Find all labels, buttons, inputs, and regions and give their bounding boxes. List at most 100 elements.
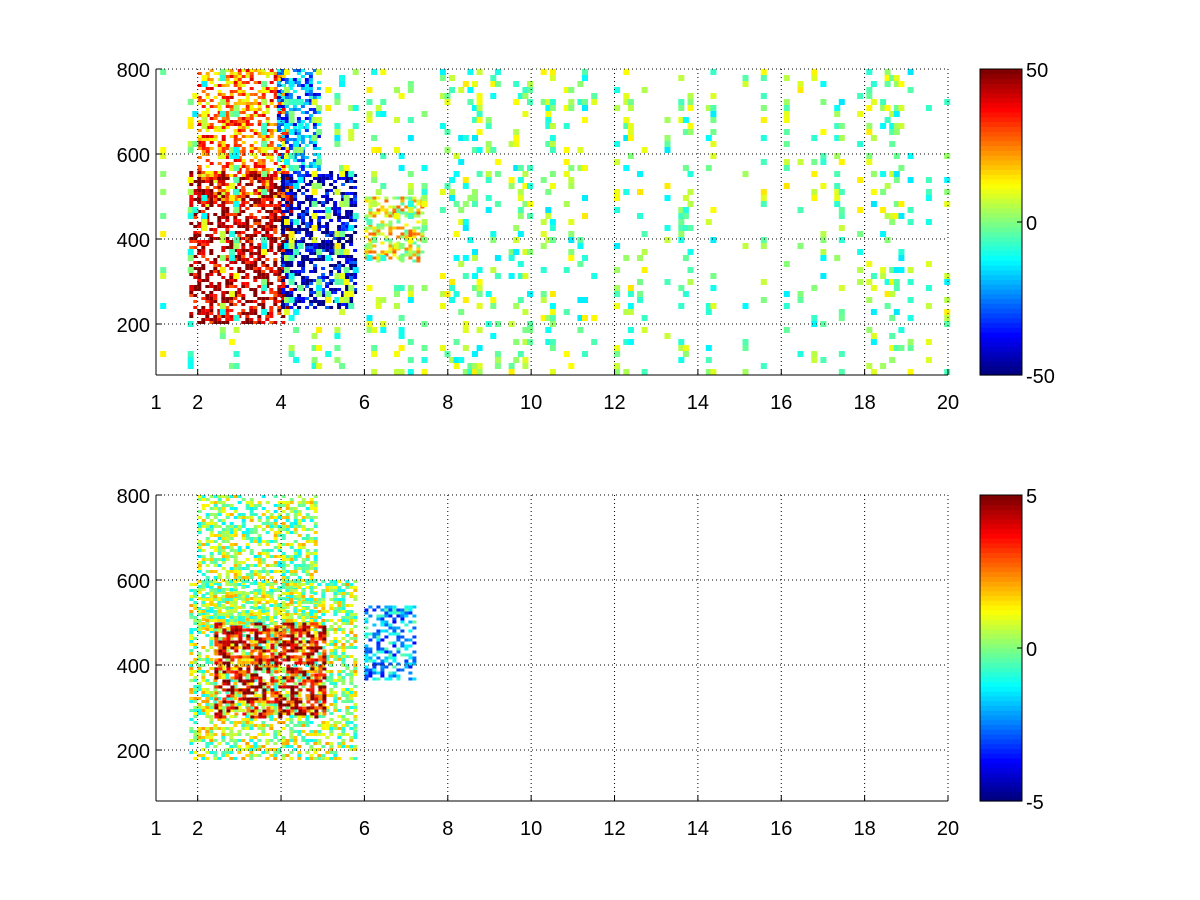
heatmap-cell — [297, 673, 302, 676]
heatmap-cell — [293, 288, 298, 291]
heatmap-cell — [284, 105, 289, 108]
heatmap-cell — [261, 234, 266, 237]
heatmap-cell — [241, 592, 246, 595]
heatmap-cell — [229, 297, 234, 300]
heatmap-cell — [261, 567, 266, 570]
heatmap-cell — [205, 528, 210, 531]
heatmap-cell — [237, 192, 242, 195]
heatmap-cell — [201, 618, 206, 621]
heatmap-cell — [614, 303, 621, 309]
heatmap-cell — [412, 226, 417, 230]
heatmap-cell — [205, 625, 210, 628]
heatmap-cell — [225, 592, 230, 595]
heatmap-cell — [245, 261, 250, 264]
heatmap-cell — [217, 598, 222, 601]
heatmap-cell — [253, 189, 258, 192]
heatmap-cell — [398, 93, 405, 99]
heatmap-cell — [249, 570, 254, 573]
heatmap-cell — [305, 555, 310, 558]
heatmap-cell — [269, 570, 274, 573]
heatmap-cell — [189, 616, 194, 619]
heatmap-cell — [189, 670, 194, 673]
heatmap-cell — [297, 586, 302, 589]
heatmap-cell — [285, 183, 290, 186]
heatmap-cell — [241, 249, 246, 252]
heatmap-cell — [305, 567, 310, 570]
heatmap-cell — [193, 189, 198, 192]
heatmap-cell — [421, 201, 428, 207]
heatmap-cell — [316, 69, 323, 75]
heatmap-cell — [213, 694, 218, 697]
heatmap-cell — [394, 291, 400, 297]
heatmap-cell — [249, 93, 254, 96]
heatmap-cell — [301, 567, 306, 570]
heatmap-cell — [277, 246, 282, 249]
heatmap-cell — [312, 147, 317, 150]
heatmap-cell — [293, 591, 298, 594]
heatmap-cell — [197, 135, 202, 138]
heatmap-cell — [261, 580, 266, 583]
heatmap-cell — [285, 225, 290, 228]
heatmap-cell — [253, 564, 258, 567]
heatmap-cell — [225, 525, 230, 528]
heatmap-cell — [305, 513, 310, 516]
heatmap-cell — [388, 238, 393, 242]
heatmap-cell — [261, 129, 267, 135]
heatmap-cell — [472, 147, 478, 153]
heatmap-cell — [494, 201, 501, 207]
heatmap-cell — [797, 243, 804, 249]
heatmap-cell — [221, 246, 226, 249]
heatmap-cell — [439, 345, 446, 351]
heatmap-cell — [241, 93, 246, 96]
heatmap-cell — [269, 673, 274, 676]
heatmap-cell — [325, 201, 330, 204]
colorbar-swatch — [980, 126, 1022, 132]
heatmap-cell — [311, 201, 318, 207]
heatmap-cell — [225, 75, 230, 78]
heatmap-cell — [333, 291, 338, 294]
heatmap-cell — [289, 195, 294, 198]
heatmap-cell — [229, 495, 234, 498]
heatmap-cell — [197, 156, 202, 159]
heatmap-cell — [245, 321, 250, 324]
heatmap-cell — [281, 252, 286, 255]
heatmap-cell — [189, 315, 194, 318]
heatmap-cell — [273, 652, 278, 655]
heatmap-cell — [229, 667, 234, 670]
heatmap-cell — [261, 730, 266, 733]
heatmap-cell — [269, 270, 274, 273]
heatmap-cell — [893, 123, 900, 129]
heatmap-cell — [277, 279, 282, 282]
heatmap-cell — [269, 586, 274, 589]
heatmap-cell — [549, 123, 556, 129]
heatmap-cell — [292, 153, 297, 156]
heatmap-cell — [205, 189, 210, 192]
heatmap-cell — [416, 253, 421, 257]
heatmap-cell — [265, 153, 270, 156]
heatmap-cell — [458, 261, 465, 267]
heatmap-cell — [313, 267, 318, 270]
heatmap-cell — [193, 670, 198, 673]
heatmap-cell — [221, 730, 226, 733]
heatmap-cell — [193, 685, 198, 688]
heatmap-cell — [193, 622, 198, 625]
heatmap-cell — [261, 207, 266, 210]
heatmap-cell — [664, 147, 671, 153]
heatmap-cell — [217, 237, 222, 240]
heatmap-cell — [205, 628, 210, 631]
heatmap-cell — [245, 237, 250, 240]
heatmap-cell — [329, 189, 334, 192]
heatmap-cell — [225, 712, 230, 715]
heatmap-cell — [281, 180, 286, 183]
heatmap-cell — [281, 300, 286, 303]
heatmap-cell — [205, 498, 210, 501]
heatmap-cell — [225, 201, 230, 204]
heatmap-cell — [253, 612, 258, 615]
heatmap-cell — [384, 235, 389, 239]
heatmap-cell — [225, 540, 230, 543]
heatmap-cell — [277, 589, 282, 592]
heatmap-cell — [289, 288, 294, 291]
heatmap-cell — [316, 168, 321, 171]
heatmap-cell — [277, 679, 282, 682]
heatmap-cell — [281, 552, 286, 555]
